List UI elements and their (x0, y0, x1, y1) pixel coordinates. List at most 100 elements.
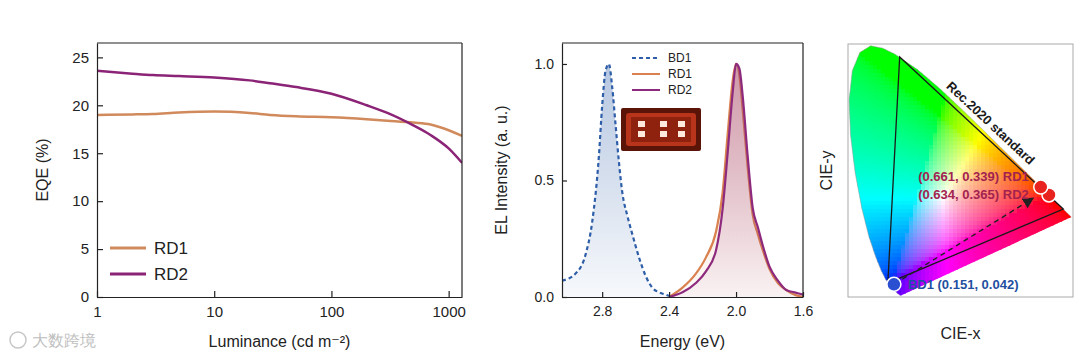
chromaticity-cell (913, 193, 918, 198)
chromaticity-cell (917, 213, 922, 218)
chromaticity-cell (885, 45, 890, 50)
chromaticity-cell (929, 53, 934, 58)
chromaticity-cell (941, 245, 946, 250)
chromaticity-cell (885, 105, 890, 110)
chromaticity-cell (873, 153, 878, 158)
chromaticity-cell (853, 149, 858, 154)
chromaticity-cell (881, 181, 886, 186)
chromaticity-cell (913, 233, 918, 238)
chromaticity-cell (941, 293, 946, 297)
chromaticity-cell (857, 117, 862, 122)
chromaticity-cell (929, 49, 934, 54)
chromaticity-cell (889, 45, 894, 50)
chromaticity-cell (901, 185, 906, 190)
chromaticity-cell (869, 113, 874, 118)
chromaticity-cell (941, 101, 946, 106)
legend-label: RD2 (154, 265, 188, 284)
chromaticity-cell (961, 121, 966, 126)
chromaticity-cell (853, 241, 858, 246)
chromaticity-cell (937, 149, 942, 154)
chromaticity-cell (945, 145, 950, 150)
chromaticity-cell (925, 257, 930, 262)
chromaticity-cell (901, 281, 906, 286)
chromaticity-cell (849, 44, 854, 46)
chromaticity-cell (925, 229, 930, 234)
chromaticity-cell (897, 189, 902, 194)
chromaticity-cell (941, 105, 946, 110)
chromaticity-cell (953, 133, 958, 138)
chromaticity-cell (905, 89, 910, 94)
chromaticity-cell (849, 229, 854, 234)
chromaticity-cell (893, 197, 898, 202)
chromaticity-cell (925, 269, 930, 274)
chromaticity-cell (853, 253, 858, 258)
chromaticity-cell (885, 241, 890, 246)
chromaticity-cell (848, 189, 850, 194)
chromaticity-cell (925, 237, 930, 242)
chromaticity-cell (901, 289, 906, 294)
chromaticity-cell (857, 245, 862, 250)
chromaticity-cell (933, 73, 938, 78)
chromaticity-cell (929, 57, 934, 62)
chromaticity-cell (853, 125, 858, 130)
chromaticity-cell (873, 125, 878, 130)
chromaticity-cell (917, 61, 922, 66)
photo-glass (631, 117, 691, 142)
chromaticity-cell (849, 101, 854, 106)
chromaticity-cell (889, 229, 894, 234)
chromaticity-cell (909, 81, 914, 86)
chromaticity-cell (933, 137, 938, 142)
chromaticity-cell (905, 233, 910, 238)
chromaticity-cell (905, 241, 910, 246)
chromaticity-cell (857, 233, 862, 238)
chromaticity-cell (913, 253, 918, 258)
chromaticity-cell (921, 241, 926, 246)
chromaticity-cell (949, 213, 954, 218)
chromaticity-cell (877, 193, 882, 198)
chromaticity-cell (865, 237, 870, 242)
chromaticity-cell (909, 261, 914, 266)
chromaticity-cell (917, 109, 922, 114)
chromaticity-cell (909, 85, 914, 90)
chromaticity-cell (929, 105, 934, 110)
chromaticity-cell (961, 141, 966, 146)
chromaticity-cell (857, 149, 862, 154)
chromaticity-cell (865, 69, 870, 74)
chromaticity-cell (848, 193, 850, 198)
chromaticity-cell (901, 269, 906, 274)
chromaticity-cell (937, 269, 942, 274)
chromaticity-cell (861, 281, 866, 286)
chromaticity-cell (861, 101, 866, 106)
chromaticity-cell (929, 113, 934, 118)
chromaticity-cell (857, 81, 862, 86)
chromaticity-cell (865, 161, 870, 166)
chromaticity-cell (957, 229, 962, 234)
axis-yticks: 0510152025 (72, 44, 103, 306)
chromaticity-cell (905, 73, 910, 78)
chromaticity-cell (848, 289, 850, 294)
chromaticity-cell (901, 293, 906, 297)
chromaticity-cell (869, 125, 874, 130)
chromaticity-cell (941, 241, 946, 246)
chromaticity-cell (881, 157, 886, 162)
chromaticity-cell (957, 117, 962, 122)
chromaticity-cell (909, 209, 914, 214)
chromaticity-cell (929, 233, 934, 238)
chromaticity-cell (893, 57, 898, 62)
chromaticity-cell (905, 69, 910, 74)
chromaticity-cell (957, 269, 962, 274)
chromaticity-cell (933, 97, 938, 102)
chromaticity-cell (849, 285, 854, 290)
chromaticity-cell (941, 237, 946, 242)
chromaticity-cell (961, 153, 966, 158)
axis-line (98, 297, 463, 298)
chromaticity-cell (905, 121, 910, 126)
chromaticity-cell (893, 153, 898, 158)
chromaticity-cell (957, 221, 962, 226)
chromaticity-cell (901, 121, 906, 126)
chromaticity-cell (869, 257, 874, 262)
chromaticity-cell (881, 129, 886, 134)
chromaticity-cell (905, 141, 910, 146)
chromaticity-cell (901, 125, 906, 130)
chromaticity-cell (857, 77, 862, 82)
